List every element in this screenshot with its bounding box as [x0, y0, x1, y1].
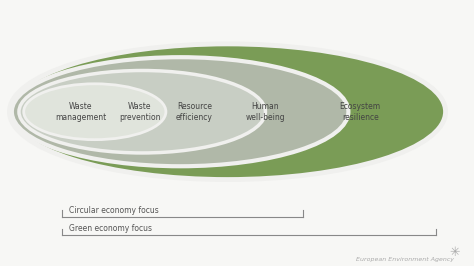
Text: ✳: ✳: [450, 246, 460, 259]
Text: Waste
management: Waste management: [55, 102, 106, 122]
Text: Circular economy focus: Circular economy focus: [69, 206, 158, 215]
Text: Ecosystem
resilience: Ecosystem resilience: [340, 102, 381, 122]
Ellipse shape: [24, 84, 166, 140]
Ellipse shape: [19, 70, 265, 153]
Text: European Environment Agency: European Environment Agency: [356, 257, 454, 262]
Ellipse shape: [12, 57, 348, 166]
Text: Green economy focus: Green economy focus: [69, 224, 152, 233]
Text: Waste
prevention: Waste prevention: [119, 102, 161, 122]
Text: Resource
efficiency: Resource efficiency: [176, 102, 213, 122]
Text: Human
well-being: Human well-being: [246, 102, 285, 122]
Ellipse shape: [9, 44, 446, 180]
